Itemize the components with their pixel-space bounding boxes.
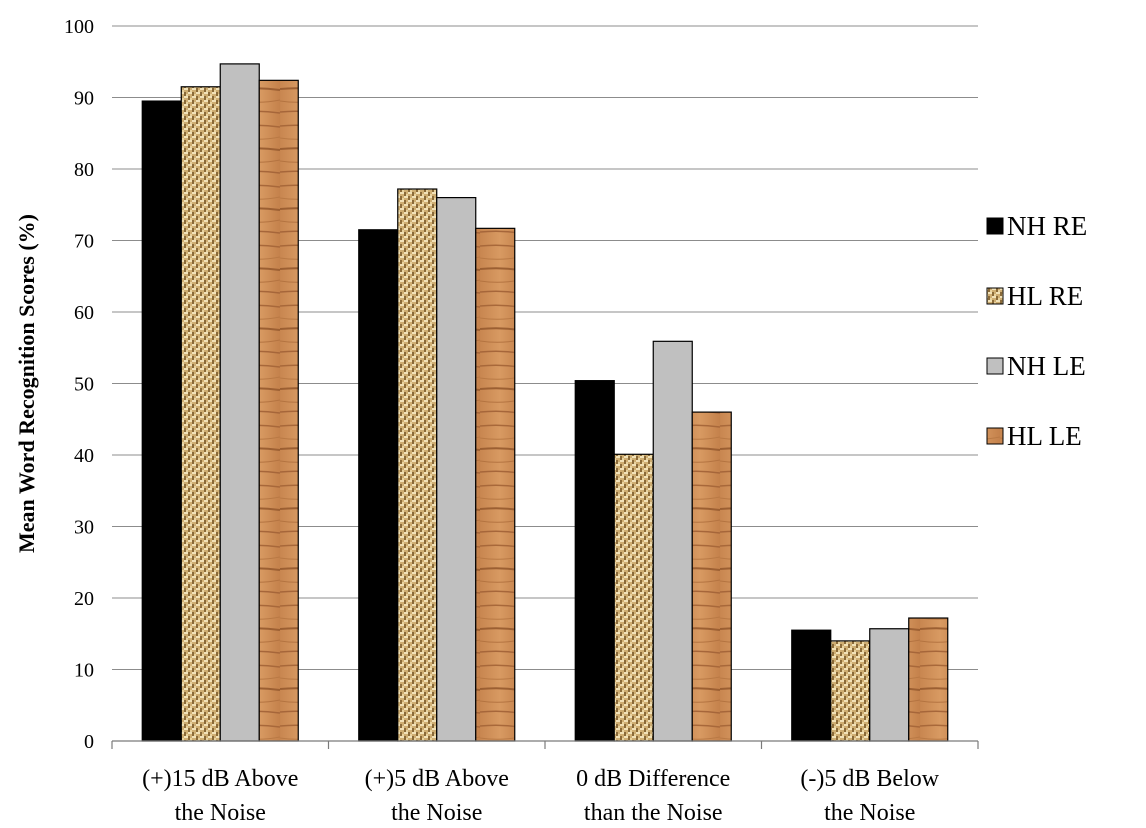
bar-hl-le xyxy=(691,411,732,742)
bar-nh-le xyxy=(219,63,260,742)
bar-nh-le xyxy=(436,197,477,742)
y-tick-label: 100 xyxy=(64,16,94,38)
x-tick-label: (+)5 dB Above xyxy=(365,766,509,792)
x-tick-label: the Noise xyxy=(391,800,482,826)
bar-hl-re xyxy=(613,453,654,742)
x-tick-label: 0 dB Difference xyxy=(576,766,730,792)
y-tick-label: 20 xyxy=(74,588,94,610)
legend: NH RE HL RE NH LE HL LE xyxy=(986,211,1087,451)
bar-nh-re xyxy=(574,380,615,742)
y-tick-label: 60 xyxy=(74,302,94,324)
bar-nh-le xyxy=(652,340,693,742)
bars xyxy=(141,63,949,742)
bar-nh-le xyxy=(869,628,910,742)
bar-hl-le xyxy=(258,79,299,742)
y-tick-label: 0 xyxy=(84,731,94,753)
y-axis-label: Mean Word Recognition Scores (%) xyxy=(14,214,39,553)
x-tick-label: (-)5 dB Below xyxy=(800,766,939,792)
bar-hl-re xyxy=(830,640,871,742)
bar-hl-re xyxy=(180,86,221,742)
y-tick-label: 30 xyxy=(74,517,94,539)
x-tick-label: the Noise xyxy=(175,800,266,826)
legend-swatch xyxy=(986,287,1004,305)
legend-swatch xyxy=(986,357,1004,375)
y-tick-label: 80 xyxy=(74,159,94,181)
legend-label: NH LE xyxy=(1007,351,1086,381)
legend-swatch xyxy=(986,427,1004,445)
y-tick-label: 50 xyxy=(74,374,94,396)
legend-label: HL RE xyxy=(1007,281,1083,311)
legend-label: HL LE xyxy=(1007,421,1082,451)
bar-nh-re xyxy=(141,100,182,742)
bar-hl-le xyxy=(475,227,516,742)
axes: 0 10 20 30 40 50 60 70 80 90 100 Mean Word Recognit… xyxy=(14,16,979,826)
bar-hl-le xyxy=(908,617,949,742)
bar-hl-re xyxy=(397,188,438,742)
bar-nh-re xyxy=(791,629,832,742)
x-tick-label: the Noise xyxy=(824,800,915,826)
legend-label: NH RE xyxy=(1007,211,1087,241)
x-tick-label: (+)15 dB Above xyxy=(142,766,298,792)
y-tick-label: 90 xyxy=(74,88,94,110)
y-tick-label: 10 xyxy=(74,660,94,682)
bar-nh-re xyxy=(358,229,399,742)
legend-swatch xyxy=(986,217,1004,235)
y-tick-label: 70 xyxy=(74,231,94,253)
x-tick-label: than the Noise xyxy=(584,800,723,826)
y-tick-label: 40 xyxy=(74,445,94,467)
